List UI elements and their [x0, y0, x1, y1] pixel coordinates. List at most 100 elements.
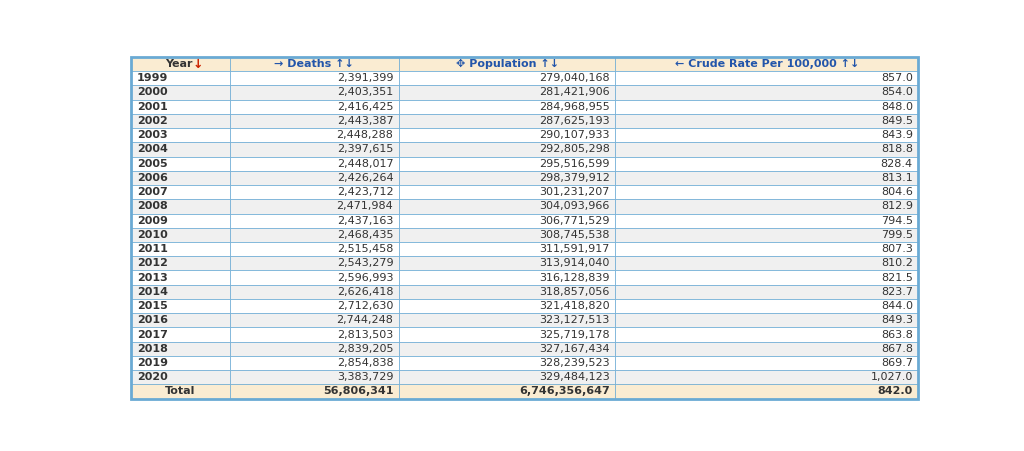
Text: 869.7: 869.7 — [881, 358, 912, 368]
Text: 2,437,163: 2,437,163 — [337, 216, 393, 226]
Text: 321,418,820: 321,418,820 — [540, 301, 609, 311]
Text: 810.2: 810.2 — [881, 258, 912, 268]
Bar — [615, 128, 919, 143]
Bar — [131, 213, 229, 228]
Bar — [229, 228, 398, 242]
Text: 2015: 2015 — [137, 301, 168, 311]
Text: 311,591,917: 311,591,917 — [540, 244, 609, 254]
Text: 2017: 2017 — [137, 330, 168, 340]
Bar — [615, 299, 919, 313]
Bar — [229, 327, 398, 342]
Text: 1999: 1999 — [137, 73, 168, 83]
Bar — [615, 143, 919, 156]
Bar — [131, 242, 229, 256]
Text: ✥ Population ↑↓: ✥ Population ↑↓ — [456, 59, 559, 69]
Bar — [131, 85, 229, 100]
Text: 316,128,839: 316,128,839 — [540, 272, 609, 283]
Bar — [229, 143, 398, 156]
Bar — [229, 171, 398, 185]
Bar — [131, 71, 229, 85]
Text: 863.8: 863.8 — [881, 330, 912, 340]
Bar — [398, 71, 615, 85]
Bar — [398, 327, 615, 342]
Text: 295,516,599: 295,516,599 — [540, 159, 609, 169]
Bar — [398, 370, 615, 384]
Bar — [398, 384, 615, 399]
Bar — [131, 156, 229, 171]
Text: 290,107,933: 290,107,933 — [540, 130, 609, 140]
Bar — [229, 384, 398, 399]
Bar — [398, 271, 615, 285]
Bar — [131, 285, 229, 299]
Text: 1,027.0: 1,027.0 — [870, 372, 912, 382]
Text: 2006: 2006 — [137, 173, 168, 183]
Bar — [398, 342, 615, 356]
Text: 2001: 2001 — [137, 102, 168, 112]
Bar — [398, 114, 615, 128]
Bar — [229, 256, 398, 271]
Text: 2,515,458: 2,515,458 — [337, 244, 393, 254]
Text: 318,857,056: 318,857,056 — [540, 287, 609, 297]
Text: 279,040,168: 279,040,168 — [540, 73, 609, 83]
Bar — [229, 85, 398, 100]
Text: 2,712,630: 2,712,630 — [337, 301, 393, 311]
Bar — [615, 342, 919, 356]
Text: → Deaths ↑↓: → Deaths ↑↓ — [274, 59, 354, 69]
Text: Total: Total — [165, 387, 196, 396]
Bar — [131, 199, 229, 213]
Text: 2000: 2000 — [137, 87, 167, 97]
Text: 329,484,123: 329,484,123 — [539, 372, 609, 382]
Text: 2,468,435: 2,468,435 — [337, 230, 393, 240]
Text: 849.3: 849.3 — [881, 315, 912, 325]
Text: 304,093,966: 304,093,966 — [540, 202, 609, 212]
Bar — [615, 356, 919, 370]
Text: 2,391,399: 2,391,399 — [337, 73, 393, 83]
Text: 2012: 2012 — [137, 258, 168, 268]
Text: 292,805,298: 292,805,298 — [539, 144, 609, 154]
Bar — [131, 313, 229, 327]
Text: 828.4: 828.4 — [881, 159, 912, 169]
Text: 2,403,351: 2,403,351 — [337, 87, 393, 97]
Text: 2,839,205: 2,839,205 — [337, 344, 393, 354]
Bar — [398, 143, 615, 156]
Bar — [229, 156, 398, 171]
Text: 818.8: 818.8 — [881, 144, 912, 154]
Text: 2009: 2009 — [137, 216, 168, 226]
Bar — [398, 85, 615, 100]
Text: 843.9: 843.9 — [881, 130, 912, 140]
Bar — [615, 384, 919, 399]
Text: 328,239,523: 328,239,523 — [540, 358, 609, 368]
Bar — [398, 199, 615, 213]
Bar — [398, 185, 615, 199]
Bar — [398, 213, 615, 228]
Text: 325,719,178: 325,719,178 — [540, 330, 609, 340]
Bar — [229, 185, 398, 199]
Bar — [615, 285, 919, 299]
Text: Year: Year — [165, 59, 196, 69]
Text: 2,426,264: 2,426,264 — [337, 173, 393, 183]
Bar — [229, 114, 398, 128]
Text: 6,746,356,647: 6,746,356,647 — [519, 387, 609, 396]
Bar — [131, 299, 229, 313]
Bar — [615, 185, 919, 199]
Bar — [398, 228, 615, 242]
Bar — [131, 327, 229, 342]
Text: 2,423,712: 2,423,712 — [337, 187, 393, 197]
Bar — [131, 271, 229, 285]
Bar — [229, 57, 398, 71]
Text: 2016: 2016 — [137, 315, 168, 325]
Text: 301,231,207: 301,231,207 — [540, 187, 609, 197]
Text: 2011: 2011 — [137, 244, 168, 254]
Text: 2019: 2019 — [137, 358, 168, 368]
Bar — [229, 271, 398, 285]
Bar — [131, 128, 229, 143]
Bar — [615, 256, 919, 271]
Bar — [131, 228, 229, 242]
Bar — [615, 228, 919, 242]
Bar — [398, 299, 615, 313]
Bar — [131, 57, 229, 71]
Text: 2018: 2018 — [137, 344, 168, 354]
Bar — [615, 156, 919, 171]
Bar — [229, 356, 398, 370]
Bar — [131, 342, 229, 356]
